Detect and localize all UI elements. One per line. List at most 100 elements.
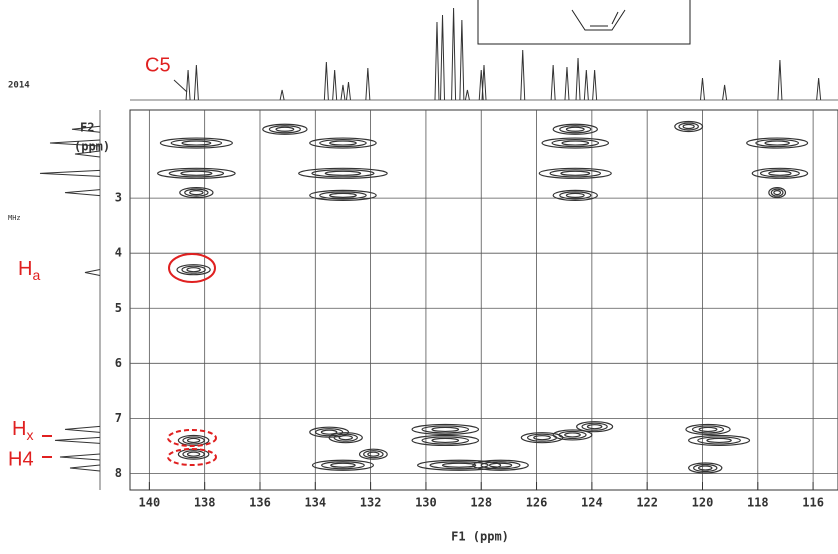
cross-peak	[311, 169, 375, 178]
cross-peak	[358, 448, 388, 460]
x-tick-label: 140	[139, 496, 161, 510]
projection-peak	[74, 150, 101, 158]
y-tick-label: 6	[115, 356, 122, 370]
cross-peak	[329, 192, 357, 198]
projection-peak	[816, 77, 822, 101]
projection-peak	[84, 268, 101, 276]
projection-peak	[451, 7, 457, 101]
projection-peak	[323, 61, 329, 101]
annotation-text: H	[18, 258, 32, 280]
y-tick-label: 7	[115, 411, 122, 425]
header-year: 2014	[8, 81, 30, 91]
cross-peak	[697, 436, 741, 445]
cross-peak	[431, 426, 460, 433]
cross-peak	[179, 187, 214, 199]
x-tick-label: 120	[692, 496, 714, 510]
cross-peak	[181, 265, 206, 274]
cross-peak	[298, 167, 388, 179]
cross-peak	[472, 459, 529, 471]
x-tick-label: 122	[636, 496, 658, 510]
highlight-circle	[168, 253, 216, 283]
cross-peak	[367, 451, 380, 457]
cross-peak	[411, 423, 480, 436]
cross-peak	[320, 429, 338, 435]
cross-peak	[751, 167, 809, 179]
cross-peak	[691, 425, 725, 434]
cross-peak	[262, 123, 308, 135]
cross-peak	[329, 140, 357, 146]
cross-peak	[157, 167, 236, 179]
y-tick-label: 3	[115, 191, 122, 205]
y-tick-label: 4	[115, 246, 122, 260]
cross-peak	[184, 188, 209, 197]
cross-peak	[441, 462, 477, 468]
annotation-sub: x	[26, 427, 33, 443]
x-tick-label: 136	[249, 496, 271, 510]
projection-peak	[550, 64, 556, 101]
projection-peak	[481, 64, 487, 101]
projection-peak	[340, 84, 346, 101]
cross-peak	[565, 126, 585, 132]
annotation-text: H	[12, 418, 26, 440]
header-unit: MHz	[8, 214, 21, 222]
cross-peak	[552, 123, 598, 135]
projection-peak	[464, 89, 470, 101]
projection-peak	[440, 14, 446, 101]
cross-peak	[581, 422, 608, 431]
projection-peak	[185, 69, 191, 101]
highlight-dashed	[167, 448, 217, 466]
cross-peak	[768, 187, 787, 199]
cross-peak	[698, 426, 718, 433]
cross-peak	[688, 434, 751, 447]
projection-peak	[699, 77, 705, 101]
cross-peak	[309, 189, 377, 201]
cross-peak	[411, 434, 480, 447]
cross-peak	[688, 462, 723, 474]
annotation-ha: Ha	[18, 258, 40, 282]
cross-peak	[698, 465, 713, 471]
cross-peak	[706, 437, 732, 444]
cross-peak	[764, 140, 790, 146]
cross-peak	[159, 137, 233, 149]
cross-peak	[564, 432, 581, 438]
cross-peak	[759, 169, 800, 178]
projection-peak	[54, 436, 101, 444]
annotation-sub: a	[32, 267, 40, 283]
cross-peak	[576, 421, 614, 433]
projection-peak	[39, 169, 101, 177]
cross-peak	[773, 190, 782, 196]
annotation-hx: Hx	[12, 418, 33, 442]
cross-peak	[586, 424, 603, 430]
cross-peak	[189, 190, 204, 196]
cross-peak	[181, 140, 212, 146]
cross-peak	[275, 126, 295, 132]
projection-peak	[71, 125, 101, 133]
projection-peak	[332, 69, 338, 101]
cross-peak	[268, 125, 301, 134]
cross-peak	[363, 450, 384, 459]
cross-peak	[560, 170, 591, 176]
annotation-h4: H4	[8, 448, 34, 470]
cross-peak	[324, 170, 362, 176]
x-axis-label: F1 (ppm)	[451, 530, 509, 544]
cross-peak	[330, 462, 356, 468]
cross-peak	[533, 435, 551, 441]
cross-peak	[552, 429, 593, 441]
annotation-pointer	[173, 79, 188, 93]
cross-peak	[558, 430, 587, 440]
cross-peak	[549, 169, 602, 178]
annotation-c5: C5	[145, 54, 171, 76]
projection-peak	[592, 69, 598, 101]
x-tick-label: 134	[304, 496, 326, 510]
projection-peak	[345, 81, 351, 101]
projection-peak	[59, 453, 101, 461]
projection-peak	[722, 84, 728, 101]
cross-peak	[480, 461, 521, 470]
cross-peak	[421, 425, 470, 434]
cross-peak	[338, 435, 353, 441]
x-tick-label: 138	[194, 496, 216, 510]
cross-peak	[168, 169, 225, 178]
highlight-dashed	[167, 429, 217, 447]
cross-peak	[319, 138, 367, 148]
